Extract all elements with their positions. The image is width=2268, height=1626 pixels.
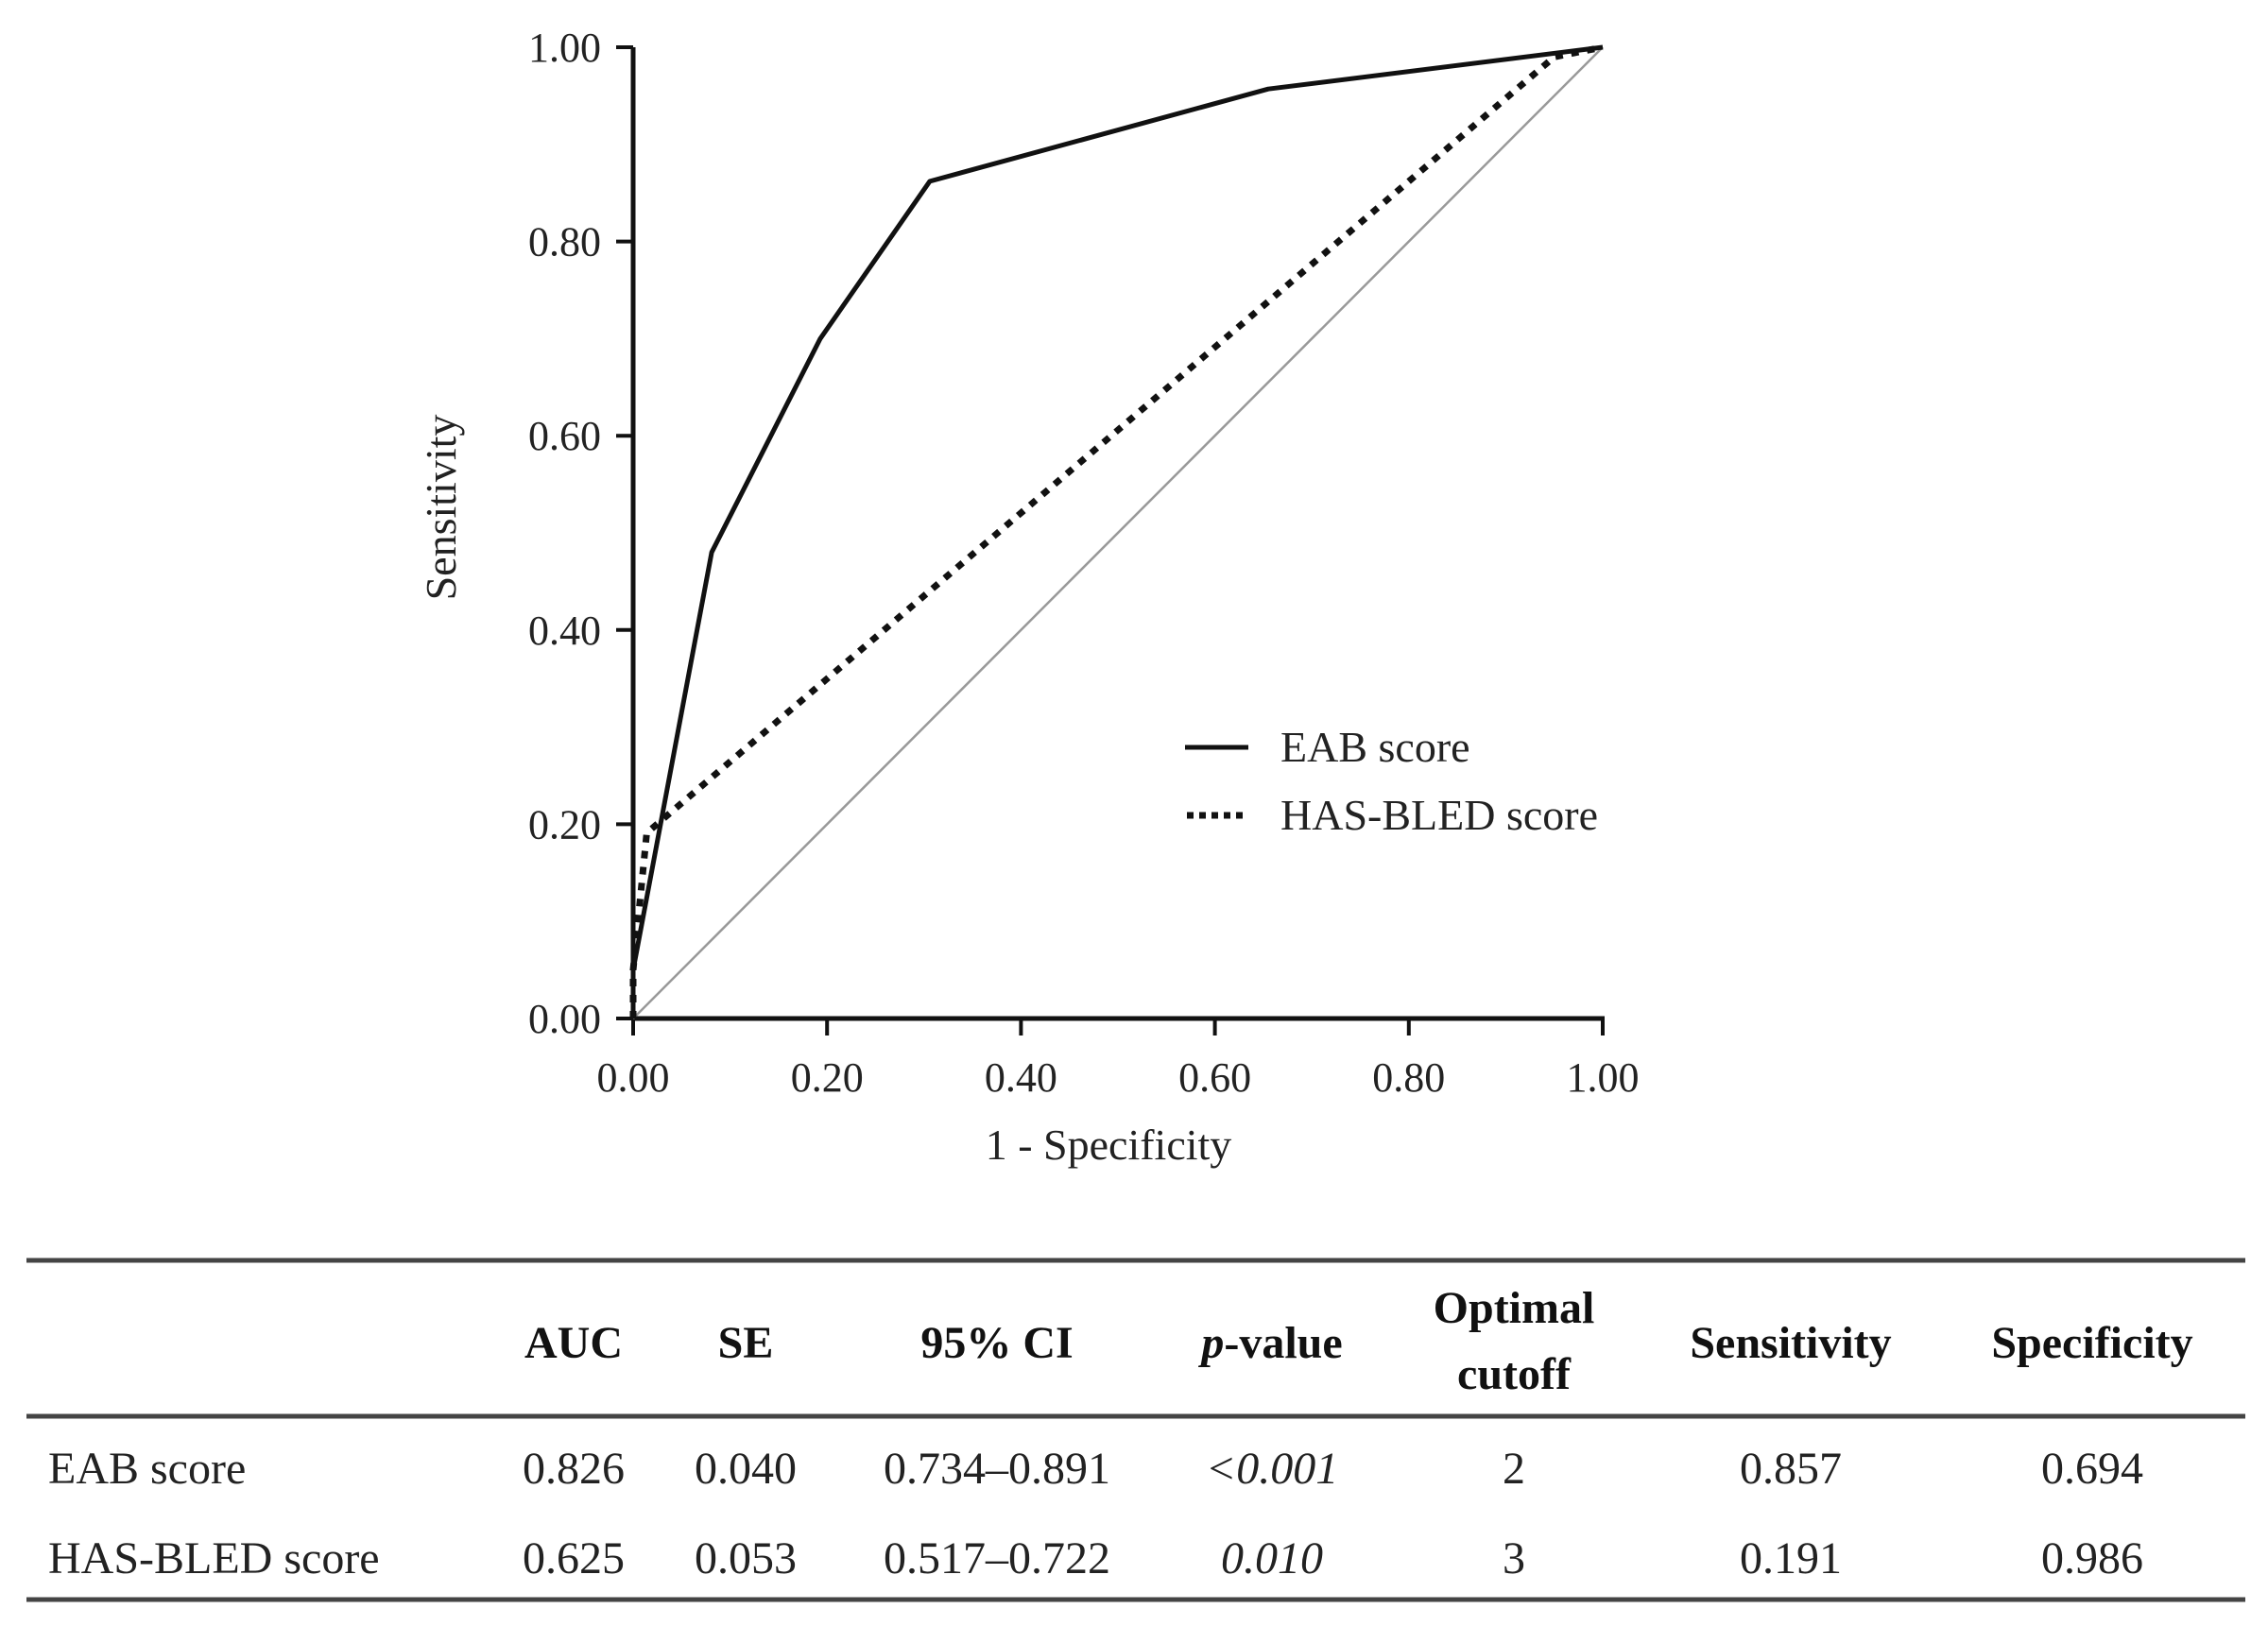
row-label: EAB score: [48, 1444, 246, 1494]
x-tick-label: 0.20: [791, 1054, 864, 1101]
x-axis-label: 1 - Specificity: [986, 1121, 1232, 1169]
table-cell: 0.734–0.891: [884, 1444, 1110, 1494]
y-tick-label: 0.80: [528, 219, 601, 265]
table-cell: 0.053: [695, 1533, 797, 1583]
header-cutoff-line1: Optimal: [1434, 1283, 1595, 1333]
results-table: AUC SE 95% CI p-value Optimal cutoff Sen…: [26, 1258, 2245, 1602]
header-sensitivity: Sensitivity: [1690, 1318, 1891, 1368]
row-label: HAS-BLED score: [48, 1533, 380, 1583]
table-cell: 0.857: [1740, 1444, 1842, 1494]
table-cell: 0.517–0.722: [884, 1533, 1110, 1583]
x-tick-label: 0.00: [597, 1054, 670, 1101]
header-auc: AUC: [524, 1318, 623, 1368]
header-specificity: Specificity: [1991, 1318, 2192, 1368]
header-p-rest: -value: [1224, 1318, 1342, 1368]
header-cutoff-line2: cutoff: [1457, 1349, 1572, 1399]
table-cell: 0.625: [523, 1533, 625, 1583]
table-cell: 0.010: [1221, 1533, 1323, 1583]
legend: EAB score HAS-BLED score: [1185, 723, 1598, 839]
table-cell: <0.001: [1206, 1444, 1338, 1494]
y-tick-label: 0.60: [528, 413, 601, 459]
table-header-row: AUC SE 95% CI p-value Optimal cutoff Sen…: [524, 1283, 2193, 1399]
reference-diagonal-line: [632, 46, 1604, 1019]
legend-label-eab: EAB score: [1280, 723, 1470, 771]
table-cell: 0.040: [695, 1444, 797, 1494]
y-tick-label: 1.00: [528, 25, 601, 71]
table-cell: 0.826: [523, 1444, 625, 1494]
x-tick-label: 1.00: [1567, 1054, 1640, 1101]
eab-score-line: [630, 44, 1604, 1018]
table-row: EAB score 0.826 0.040 0.734–0.891 <0.001 2 0.8…: [48, 1444, 2143, 1494]
table-cell: 0.191: [1740, 1533, 1842, 1583]
header-p-value: p-value: [1197, 1318, 1342, 1368]
x-tick-label: 0.40: [985, 1054, 1057, 1101]
x-tick-label: 0.80: [1372, 1054, 1445, 1101]
header-se: SE: [718, 1318, 774, 1368]
header-ci: 95% CI: [920, 1318, 1073, 1368]
roc-chart: 0.00 0.20 0.40 0.60 0.80 1.00 0.00 0.20 0.40 0.6…: [417, 25, 1640, 1169]
y-tick-label: 0.20: [528, 801, 601, 847]
header-p-italic: p: [1197, 1318, 1224, 1368]
table-cell: 2: [1503, 1444, 1525, 1494]
table-cell: 3: [1503, 1533, 1525, 1583]
table-cell: 0.986: [2041, 1533, 2143, 1583]
y-tick-label: 0.00: [528, 996, 601, 1042]
legend-label-hasbled: HAS-BLED score: [1280, 791, 1598, 839]
table-cell: 0.694: [2041, 1444, 2143, 1494]
y-axis-label: Sensitivity: [417, 415, 465, 601]
x-tick-label: 0.60: [1178, 1054, 1251, 1101]
y-tick-label: 0.40: [528, 608, 601, 654]
table-row: HAS-BLED score 0.625 0.053 0.517–0.722 0.010…: [48, 1533, 2143, 1583]
